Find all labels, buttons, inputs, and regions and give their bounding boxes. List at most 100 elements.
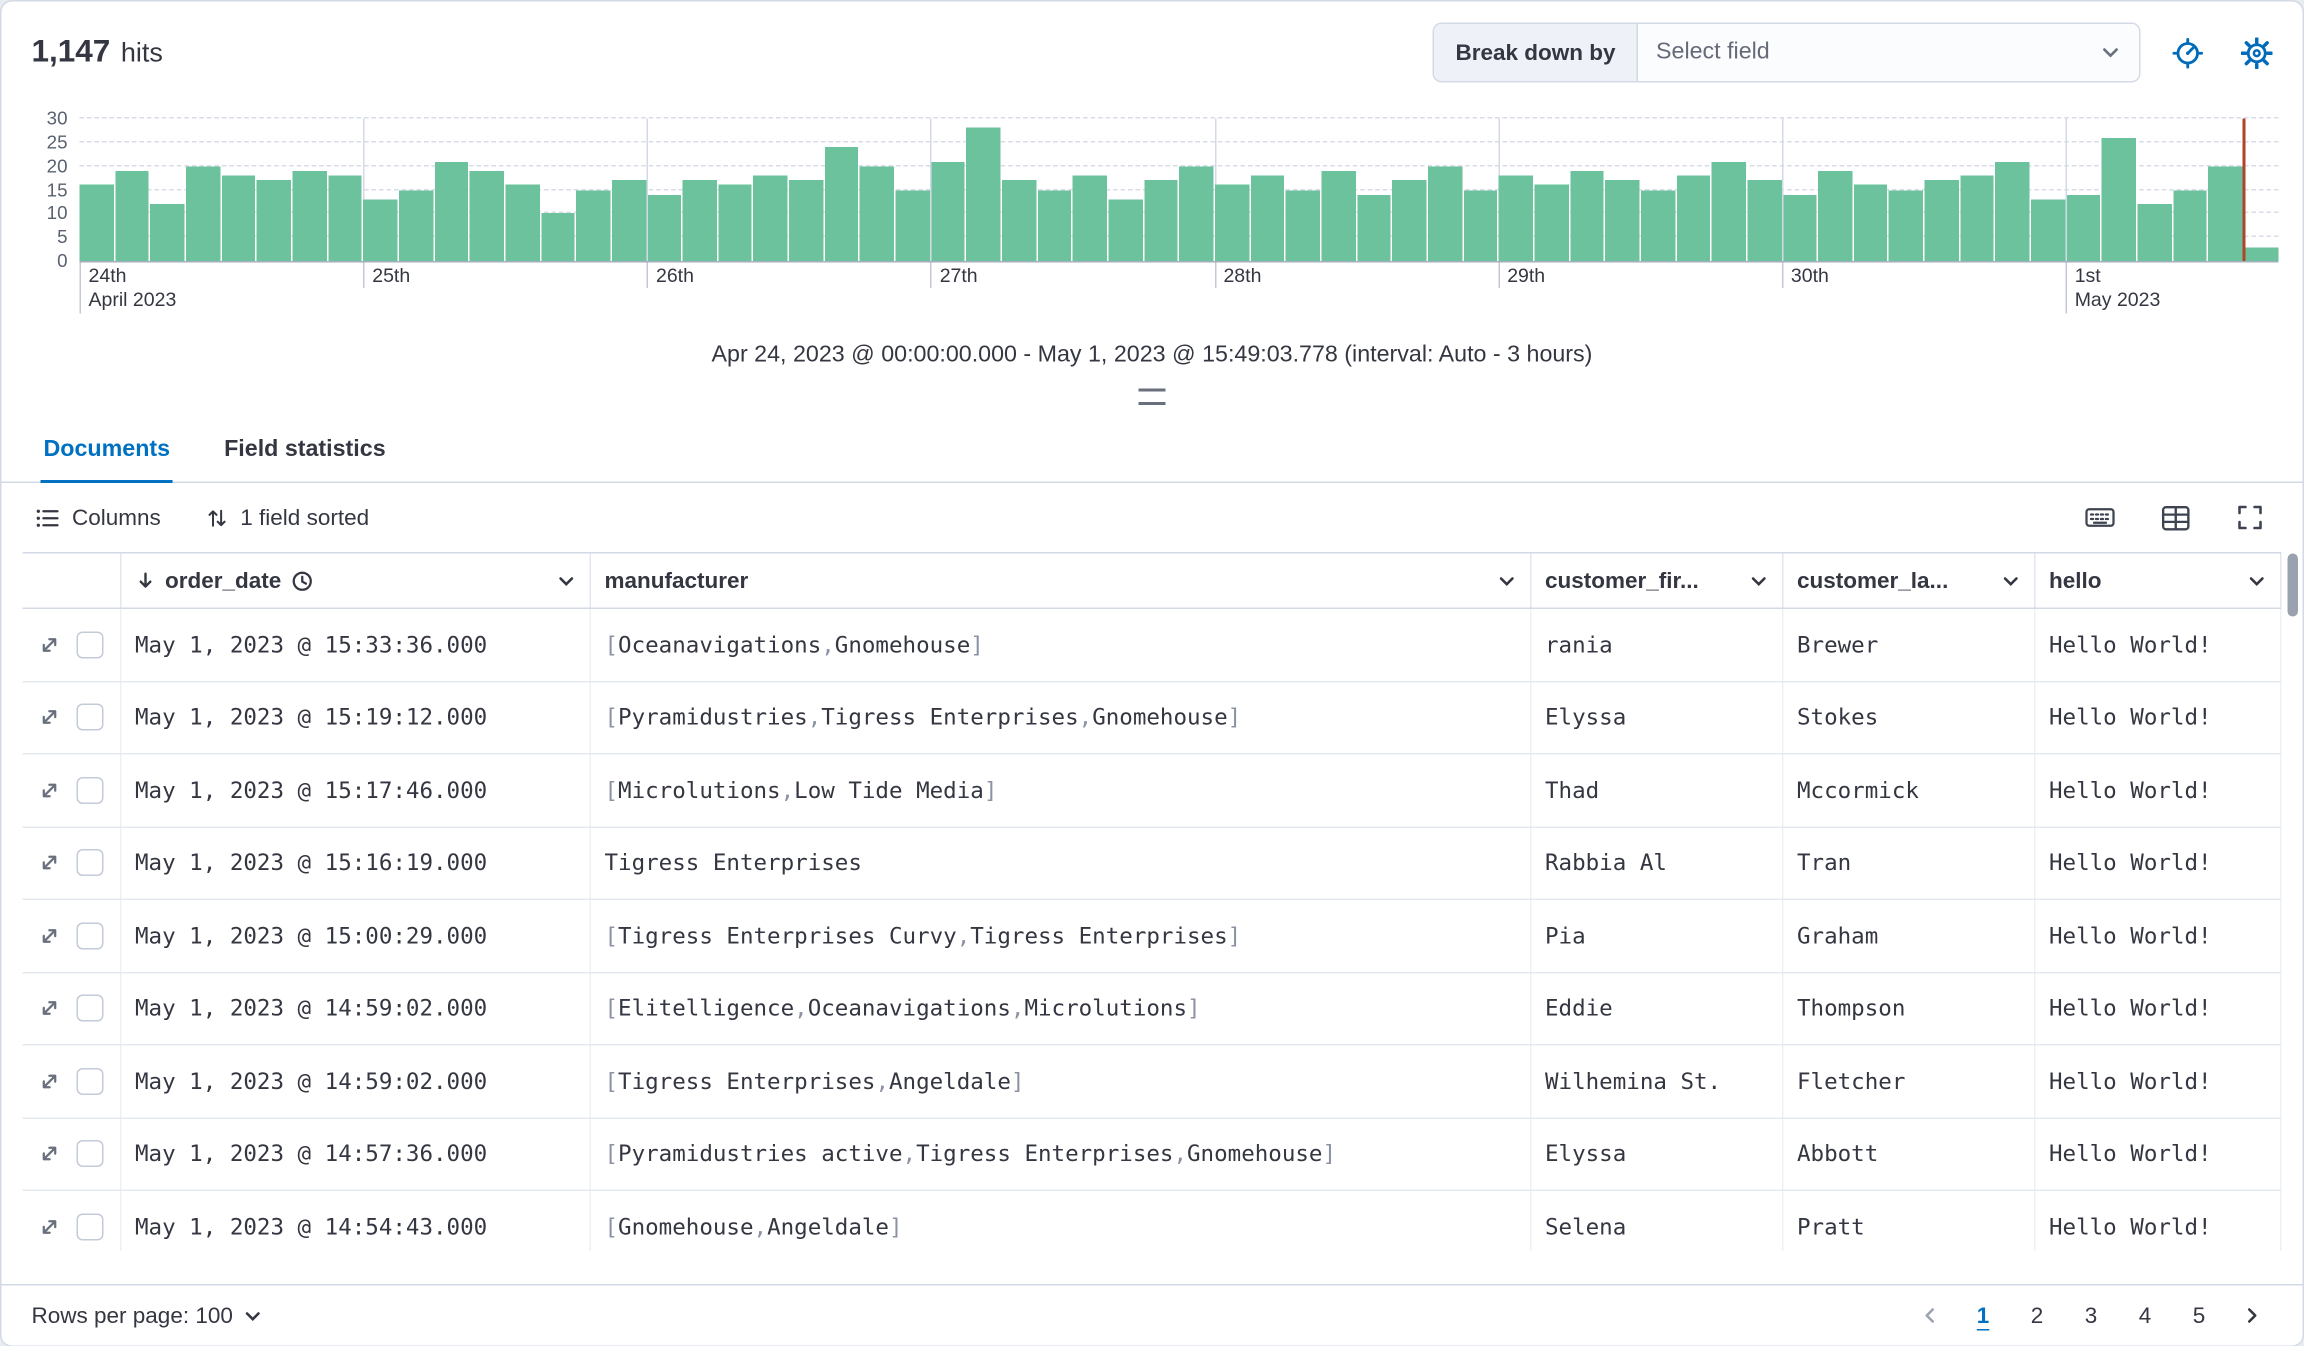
header-order-date[interactable]: order_date: [122, 553, 591, 608]
histogram-bar[interactable]: [1640, 189, 1675, 261]
page-button-4[interactable]: 4: [2138, 1302, 2152, 1329]
cell-order-date[interactable]: May 1, 2023 @ 15:00:29.000: [122, 900, 591, 972]
histogram-bar[interactable]: [2208, 166, 2243, 261]
cell-order-date[interactable]: May 1, 2023 @ 15:16:19.000: [122, 827, 591, 899]
histogram-bar[interactable]: [2137, 204, 2172, 261]
histogram-bar[interactable]: [1215, 185, 1249, 261]
histogram-bar[interactable]: [185, 166, 220, 261]
rows-per-page-button[interactable]: Rows per page: 100: [32, 1303, 263, 1328]
histogram-bar[interactable]: [1002, 180, 1037, 261]
expand-row-icon[interactable]: [39, 780, 60, 801]
previous-page-icon[interactable]: [1910, 1295, 1952, 1337]
histogram-bar[interactable]: [789, 180, 824, 261]
cell-customer-last[interactable]: Stokes: [1784, 681, 2036, 753]
row-checkbox[interactable]: [76, 994, 104, 1022]
histogram-bar[interactable]: [1818, 170, 1853, 261]
histogram-bar[interactable]: [256, 180, 291, 261]
cell-manufacturer[interactable]: [Elitelligence, Oceanavigations, Microlu…: [591, 972, 1532, 1044]
histogram-bar[interactable]: [1498, 175, 1533, 261]
histogram-bar[interactable]: [150, 204, 185, 261]
header-manufacturer[interactable]: manufacturer: [591, 553, 1532, 608]
display-options-icon[interactable]: [2156, 498, 2195, 537]
histogram-bar[interactable]: [114, 170, 149, 261]
histogram-bar[interactable]: [505, 185, 540, 261]
gear-icon[interactable]: [2237, 33, 2276, 72]
histogram-bar[interactable]: [1889, 189, 1924, 261]
histogram-bar[interactable]: [1853, 185, 1888, 261]
cell-order-date[interactable]: May 1, 2023 @ 15:17:46.000: [122, 754, 591, 826]
row-checkbox[interactable]: [76, 849, 104, 877]
histogram-bar[interactable]: [1356, 194, 1391, 261]
cell-order-date[interactable]: May 1, 2023 @ 14:57:36.000: [122, 1118, 591, 1190]
histogram-bar[interactable]: [1995, 161, 2030, 261]
expand-row-icon[interactable]: [39, 634, 60, 655]
cell-manufacturer[interactable]: [Pyramidustries, Tigress Enterprises, Gn…: [591, 681, 1532, 753]
cell-order-date[interactable]: May 1, 2023 @ 14:54:43.000: [122, 1191, 591, 1251]
tab-field-statistics[interactable]: Field statistics: [224, 436, 386, 463]
page-button-3[interactable]: 3: [2084, 1302, 2098, 1329]
column-menu-chevron-icon[interactable]: [1497, 571, 1517, 591]
histogram-bar[interactable]: [2066, 194, 2101, 261]
header-customer-first[interactable]: customer_fir...: [1532, 553, 1784, 608]
histogram-bar[interactable]: [1179, 166, 1214, 261]
vertical-scrollbar-thumb[interactable]: [2287, 553, 2298, 617]
cell-hello[interactable]: Hello World!: [2036, 1118, 2282, 1190]
columns-button[interactable]: Columns: [35, 505, 161, 530]
cell-manufacturer[interactable]: [Tigress Enterprises, Angeldale]: [591, 1045, 1532, 1117]
cell-order-date[interactable]: May 1, 2023 @ 14:59:02.000: [122, 1045, 591, 1117]
histogram-bar[interactable]: [1782, 194, 1817, 261]
cell-hello[interactable]: Hello World!: [2036, 681, 2282, 753]
cell-manufacturer[interactable]: [Tigress Enterprises Curvy, Tigress Ente…: [591, 900, 1532, 972]
cell-customer-first[interactable]: Rabbia Al: [1532, 827, 1784, 899]
cell-customer-first[interactable]: Wilhemina St.: [1532, 1045, 1784, 1117]
breakdown-field-select[interactable]: Select field: [1638, 24, 2139, 81]
histogram-bar[interactable]: [1960, 175, 1995, 261]
cell-customer-last[interactable]: Brewer: [1784, 609, 2036, 681]
page-button-5[interactable]: 5: [2192, 1302, 2206, 1329]
tab-documents[interactable]: Documents: [40, 420, 174, 483]
histogram-bar[interactable]: [1285, 189, 1320, 261]
cell-customer-first[interactable]: Elyssa: [1532, 681, 1784, 753]
histogram-bar[interactable]: [1569, 170, 1604, 261]
histogram-bar[interactable]: [1250, 175, 1285, 261]
cell-hello[interactable]: Hello World!: [2036, 972, 2282, 1044]
histogram-bar[interactable]: [2031, 199, 2066, 261]
column-menu-chevron-icon[interactable]: [2001, 571, 2021, 591]
cell-order-date[interactable]: May 1, 2023 @ 15:33:36.000: [122, 609, 591, 681]
row-checkbox[interactable]: [76, 776, 104, 804]
cell-hello[interactable]: Hello World!: [2036, 1045, 2282, 1117]
histogram-bar[interactable]: [824, 147, 859, 261]
cell-hello[interactable]: Hello World!: [2036, 900, 2282, 972]
cell-manufacturer[interactable]: [Pyramidustries active, Tigress Enterpri…: [591, 1118, 1532, 1190]
expand-row-icon[interactable]: [39, 1216, 60, 1237]
histogram-bar[interactable]: [540, 213, 575, 261]
expand-row-icon[interactable]: [39, 925, 60, 946]
row-checkbox[interactable]: [76, 703, 104, 731]
cell-customer-last[interactable]: Fletcher: [1784, 1045, 2036, 1117]
cell-customer-last[interactable]: Thompson: [1784, 972, 2036, 1044]
histogram-bar[interactable]: [611, 180, 646, 261]
cell-hello[interactable]: Hello World!: [2036, 1191, 2282, 1251]
histogram-bar[interactable]: [682, 180, 717, 261]
column-menu-chevron-icon[interactable]: [557, 571, 577, 591]
histogram-bar[interactable]: [1073, 175, 1108, 261]
histogram-bar[interactable]: [718, 185, 753, 261]
expand-row-icon[interactable]: [39, 707, 60, 728]
cell-customer-first[interactable]: Selena: [1532, 1191, 1784, 1251]
histogram-bar[interactable]: [2173, 189, 2208, 261]
cell-customer-first[interactable]: Pia: [1532, 900, 1784, 972]
histogram-bar[interactable]: [1037, 189, 1072, 261]
cell-order-date[interactable]: May 1, 2023 @ 14:59:02.000: [122, 972, 591, 1044]
next-page-icon[interactable]: [2231, 1295, 2273, 1337]
expand-row-icon[interactable]: [39, 998, 60, 1019]
histogram-bar[interactable]: [1605, 180, 1640, 261]
histogram-bar[interactable]: [576, 189, 611, 261]
header-hello[interactable]: hello: [2036, 553, 2282, 608]
histogram-bar[interactable]: [398, 189, 433, 261]
page-button-2[interactable]: 2: [2030, 1302, 2044, 1329]
cell-manufacturer[interactable]: [Oceanavigations, Gnomehouse]: [591, 609, 1532, 681]
column-menu-chevron-icon[interactable]: [2247, 571, 2267, 591]
cell-order-date[interactable]: May 1, 2023 @ 15:19:12.000: [122, 681, 591, 753]
cell-customer-last[interactable]: Graham: [1784, 900, 2036, 972]
fullscreen-icon[interactable]: [2231, 498, 2270, 537]
